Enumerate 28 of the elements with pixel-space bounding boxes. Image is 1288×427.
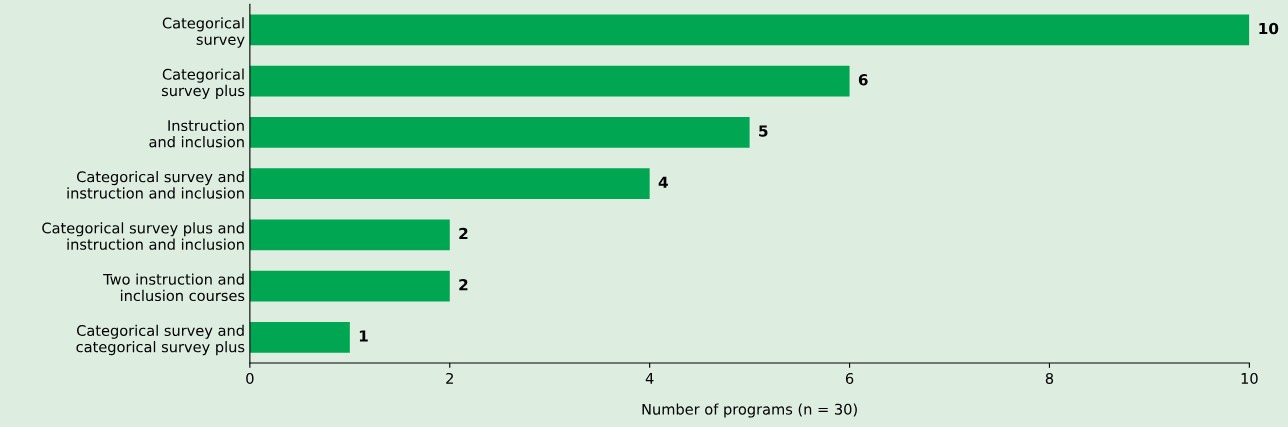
x-tick-label: 4 <box>645 373 654 384</box>
data-label: 5 <box>759 125 768 137</box>
x-tick-label: 0 <box>246 372 254 384</box>
data-label: 10 <box>1259 22 1279 35</box>
y-tick-label: Instruction and inclusion <box>149 119 244 148</box>
y-tick-label: Categorical survey <box>162 17 245 48</box>
x-axis-title: Number of programs (n = 30) <box>642 403 857 418</box>
x-tick-label: 6 <box>845 372 854 384</box>
data-label: 1 <box>359 330 368 342</box>
x-tick-label: 2 <box>446 372 453 384</box>
bar <box>249 168 650 199</box>
data-label: 6 <box>858 74 868 86</box>
bar <box>249 270 450 302</box>
data-label: 2 <box>459 227 468 240</box>
y-tick-label: Categorical survey and categorical survey plus <box>76 324 245 356</box>
bar <box>249 321 350 353</box>
x-tick-label: 10 <box>1241 372 1258 384</box>
y-tick-label: Categorical survey plus and instruction and inclusion <box>42 222 244 250</box>
x-tick-label: 8 <box>1045 372 1054 384</box>
data-label: 4 <box>658 176 668 188</box>
bar <box>249 14 1250 46</box>
y-tick-label: Two instruction and inclusion courses <box>103 273 245 302</box>
y-tick-label: Categorical survey and instruction and inclusion <box>67 171 244 199</box>
bar <box>249 117 750 148</box>
data-label: 2 <box>459 278 468 291</box>
bar <box>249 65 850 97</box>
bar <box>249 219 450 251</box>
y-tick-label: Categorical survey plus <box>161 68 245 99</box>
